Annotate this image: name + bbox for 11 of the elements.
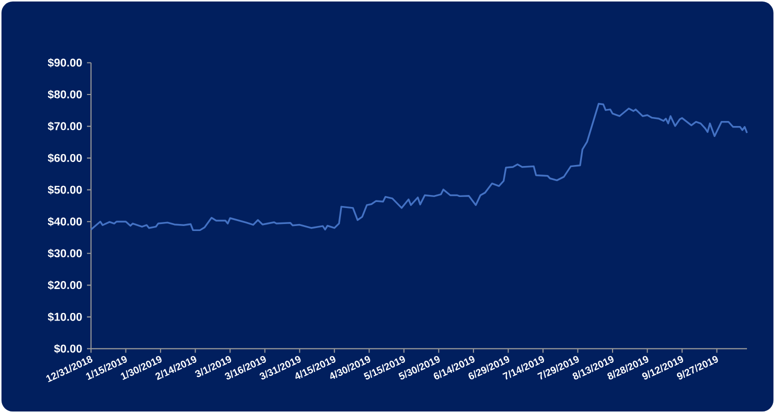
y-tick-label: $10.00 bbox=[48, 312, 82, 322]
y-tick-label: $90.00 bbox=[48, 58, 82, 68]
y-tick-label: $80.00 bbox=[48, 90, 82, 100]
y-tick-label: $40.00 bbox=[48, 216, 82, 226]
y-tick-label: $50.00 bbox=[48, 185, 82, 194]
line-series bbox=[90, 102, 748, 232]
y-tick-label: $30.00 bbox=[48, 248, 82, 258]
y-tick-label: $60.00 bbox=[48, 153, 82, 163]
y-tick-label: $0.00 bbox=[54, 344, 82, 354]
y-tick-label: $20.00 bbox=[48, 280, 82, 290]
y-tick-label: $70.00 bbox=[48, 122, 82, 131]
